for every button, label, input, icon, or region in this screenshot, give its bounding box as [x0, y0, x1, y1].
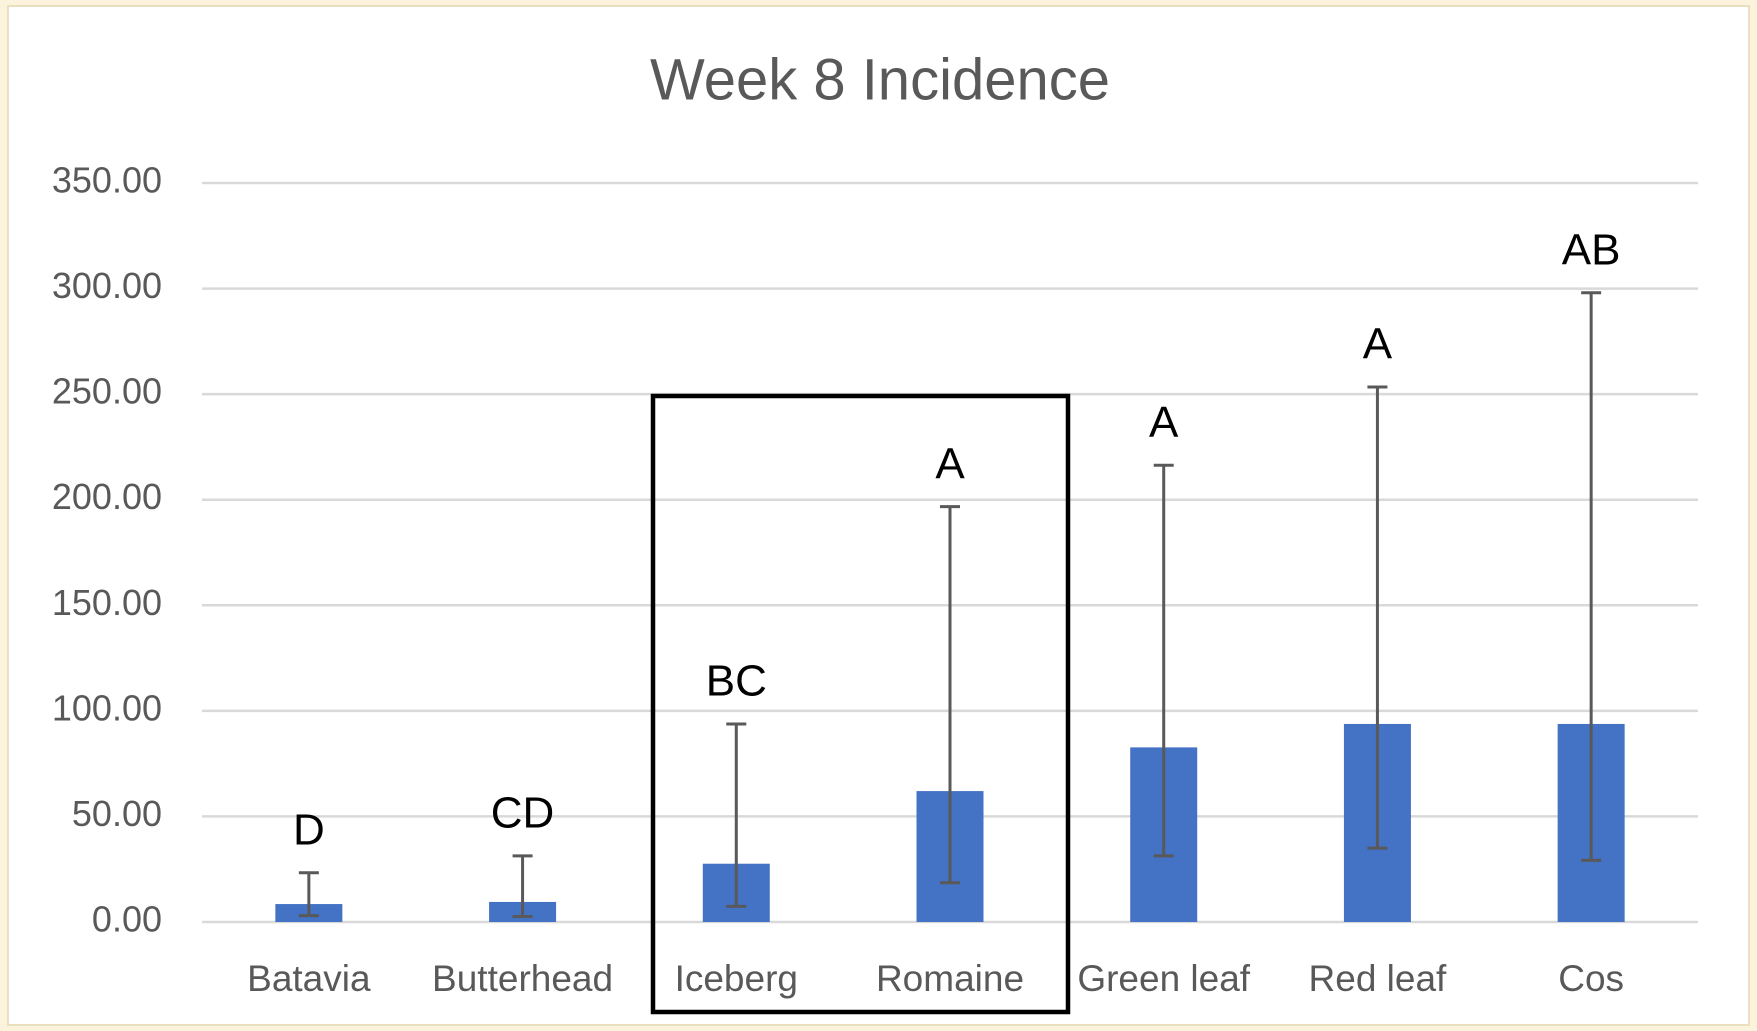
significance-letter: D — [293, 805, 325, 854]
y-tick-label: 0.00 — [92, 899, 162, 940]
x-tick-label: Iceberg — [675, 958, 798, 999]
significance-letter: CD — [491, 789, 555, 838]
x-tick-label: Butterhead — [432, 958, 613, 999]
x-tick-label: Batavia — [247, 958, 371, 999]
y-tick-label: 150.00 — [52, 582, 162, 623]
y-tick-label: 200.00 — [52, 476, 162, 517]
chart-title: Week 8 Incidence — [650, 47, 1110, 112]
significance-letter: AB — [1562, 225, 1621, 274]
x-tick-label: Cos — [1558, 958, 1624, 999]
chart-background — [7, 5, 1750, 1026]
x-tick-label: Romaine — [876, 958, 1024, 999]
significance-letter: BC — [706, 657, 767, 706]
y-tick-label: 50.00 — [72, 793, 162, 834]
significance-letter: A — [935, 439, 965, 488]
x-tick-label: Green leaf — [1077, 958, 1250, 999]
y-tick-label: 300.00 — [52, 265, 162, 306]
significance-letter: A — [1149, 398, 1179, 447]
y-tick-label: 350.00 — [52, 160, 162, 201]
x-tick-label: Red leaf — [1309, 958, 1448, 999]
y-tick-label: 100.00 — [52, 687, 162, 728]
significance-letter: A — [1363, 320, 1393, 369]
highlight-box — [650, 393, 1071, 1015]
y-tick-label: 250.00 — [52, 371, 162, 412]
